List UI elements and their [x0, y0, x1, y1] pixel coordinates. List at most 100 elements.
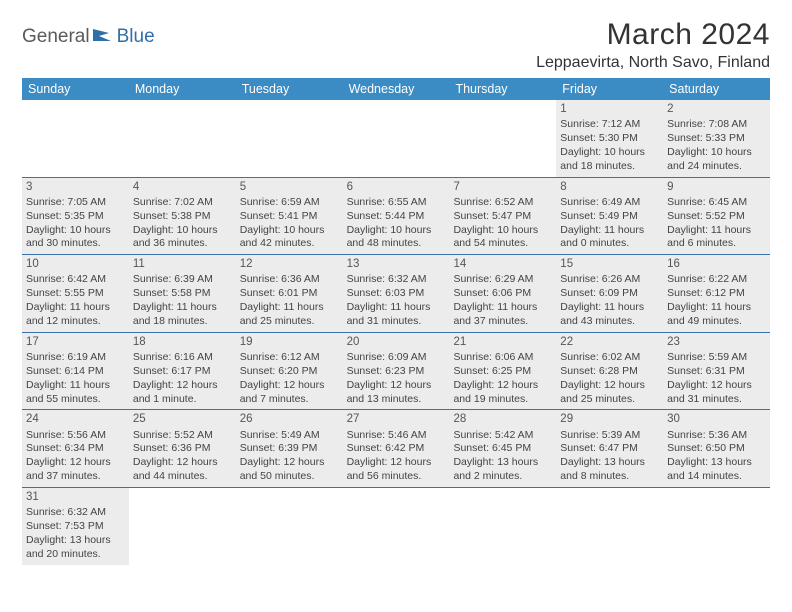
day-info-line: Daylight: 12 hours	[133, 379, 232, 393]
day-info-line: Daylight: 12 hours	[667, 379, 766, 393]
day-info-line: Sunrise: 5:42 AM	[453, 429, 552, 443]
day-cell: 22Sunrise: 6:02 AMSunset: 6:28 PMDayligh…	[556, 333, 663, 410]
day-info-line: Sunrise: 5:36 AM	[667, 429, 766, 443]
day-info-line: Sunrise: 6:02 AM	[560, 351, 659, 365]
day-info-line: and 13 minutes.	[347, 393, 446, 407]
day-info-line: Sunset: 6:47 PM	[560, 442, 659, 456]
day-info-line: Daylight: 12 hours	[347, 379, 446, 393]
day-cell: 3Sunrise: 7:05 AMSunset: 5:35 PMDaylight…	[22, 178, 129, 255]
week-row: 31Sunrise: 6:32 AMSunset: 7:53 PMDayligh…	[22, 488, 770, 565]
day-info-line: Daylight: 11 hours	[667, 301, 766, 315]
day-info-line: and 1 minute.	[133, 393, 232, 407]
day-info-line: Daylight: 10 hours	[240, 224, 339, 238]
day-info-line: and 37 minutes.	[453, 315, 552, 329]
day-info-line: Daylight: 11 hours	[26, 379, 125, 393]
day-info-line: and 25 minutes.	[240, 315, 339, 329]
day-number: 29	[560, 412, 659, 427]
day-info-line: Daylight: 12 hours	[560, 379, 659, 393]
month-title: March 2024	[536, 18, 770, 52]
day-info-line: and 8 minutes.	[560, 470, 659, 484]
day-info-line: Sunset: 6:45 PM	[453, 442, 552, 456]
location: Leppaevirta, North Savo, Finland	[536, 54, 770, 72]
day-cell-blank	[22, 100, 129, 177]
day-info-line: Sunset: 5:41 PM	[240, 210, 339, 224]
day-info-line: and 49 minutes.	[667, 315, 766, 329]
day-info-line: Daylight: 10 hours	[26, 224, 125, 238]
day-cell-blank	[236, 100, 343, 177]
day-info-line: Sunrise: 6:16 AM	[133, 351, 232, 365]
day-number: 12	[240, 257, 339, 272]
day-info-line: Sunrise: 6:59 AM	[240, 196, 339, 210]
weekday-cell: Saturday	[663, 78, 770, 100]
day-info-line: and 30 minutes.	[26, 237, 125, 251]
day-info-line: Daylight: 11 hours	[26, 301, 125, 315]
day-number: 9	[667, 180, 766, 195]
day-info-line: Daylight: 11 hours	[560, 224, 659, 238]
day-number: 7	[453, 180, 552, 195]
day-number: 22	[560, 335, 659, 350]
day-cell: 11Sunrise: 6:39 AMSunset: 5:58 PMDayligh…	[129, 255, 236, 332]
day-cell-blank	[449, 100, 556, 177]
day-cell-blank	[556, 488, 663, 565]
day-info-line: Sunset: 7:53 PM	[26, 520, 125, 534]
day-number: 16	[667, 257, 766, 272]
week-row: 10Sunrise: 6:42 AMSunset: 5:55 PMDayligh…	[22, 255, 770, 333]
day-info-line: and 7 minutes.	[240, 393, 339, 407]
day-info-line: Sunset: 6:01 PM	[240, 287, 339, 301]
day-cell: 10Sunrise: 6:42 AMSunset: 5:55 PMDayligh…	[22, 255, 129, 332]
day-cell: 16Sunrise: 6:22 AMSunset: 6:12 PMDayligh…	[663, 255, 770, 332]
day-info-line: Sunrise: 6:55 AM	[347, 196, 446, 210]
day-number: 8	[560, 180, 659, 195]
day-number: 26	[240, 412, 339, 427]
day-info-line: Sunrise: 7:08 AM	[667, 118, 766, 132]
day-info-line: Sunset: 6:50 PM	[667, 442, 766, 456]
week-row: 24Sunrise: 5:56 AMSunset: 6:34 PMDayligh…	[22, 410, 770, 488]
day-cell: 26Sunrise: 5:49 AMSunset: 6:39 PMDayligh…	[236, 410, 343, 487]
day-info-line: Sunrise: 7:02 AM	[133, 196, 232, 210]
day-cell-blank	[343, 488, 450, 565]
day-info-line: Sunset: 5:52 PM	[667, 210, 766, 224]
day-number: 27	[347, 412, 446, 427]
day-info-line: Sunset: 6:36 PM	[133, 442, 232, 456]
weekday-cell: Monday	[129, 78, 236, 100]
day-info-line: Sunrise: 6:42 AM	[26, 273, 125, 287]
day-info-line: Sunset: 6:12 PM	[667, 287, 766, 301]
day-info-line: and 20 minutes.	[26, 548, 125, 562]
day-info-line: Daylight: 12 hours	[240, 379, 339, 393]
day-cell: 31Sunrise: 6:32 AMSunset: 7:53 PMDayligh…	[22, 488, 129, 565]
day-number: 21	[453, 335, 552, 350]
day-cell: 14Sunrise: 6:29 AMSunset: 6:06 PMDayligh…	[449, 255, 556, 332]
day-cell: 27Sunrise: 5:46 AMSunset: 6:42 PMDayligh…	[343, 410, 450, 487]
day-info-line: Sunset: 5:49 PM	[560, 210, 659, 224]
day-number: 2	[667, 102, 766, 117]
day-number: 15	[560, 257, 659, 272]
day-number: 17	[26, 335, 125, 350]
day-info-line: and 12 minutes.	[26, 315, 125, 329]
day-info-line: Sunset: 5:58 PM	[133, 287, 232, 301]
day-cell: 15Sunrise: 6:26 AMSunset: 6:09 PMDayligh…	[556, 255, 663, 332]
day-info-line: Daylight: 11 hours	[667, 224, 766, 238]
day-cell-blank	[343, 100, 450, 177]
day-info-line: and 18 minutes.	[560, 160, 659, 174]
weekday-cell: Sunday	[22, 78, 129, 100]
day-info-line: Sunrise: 5:56 AM	[26, 429, 125, 443]
day-info-line: and 37 minutes.	[26, 470, 125, 484]
week-row: 1Sunrise: 7:12 AMSunset: 5:30 PMDaylight…	[22, 100, 770, 178]
day-info-line: Sunset: 6:28 PM	[560, 365, 659, 379]
day-info-line: Sunset: 6:34 PM	[26, 442, 125, 456]
day-number: 24	[26, 412, 125, 427]
day-info-line: Sunset: 6:25 PM	[453, 365, 552, 379]
day-cell: 23Sunrise: 5:59 AMSunset: 6:31 PMDayligh…	[663, 333, 770, 410]
day-cell: 12Sunrise: 6:36 AMSunset: 6:01 PMDayligh…	[236, 255, 343, 332]
day-number: 18	[133, 335, 232, 350]
day-cell: 9Sunrise: 6:45 AMSunset: 5:52 PMDaylight…	[663, 178, 770, 255]
day-info-line: Daylight: 13 hours	[26, 534, 125, 548]
header: General Blue March 2024 Leppaevirta, Nor…	[22, 18, 770, 72]
day-info-line: Sunrise: 6:09 AM	[347, 351, 446, 365]
day-info-line: and 24 minutes.	[667, 160, 766, 174]
day-cell-blank	[129, 488, 236, 565]
weekday-cell: Wednesday	[343, 78, 450, 100]
day-info-line: and 18 minutes.	[133, 315, 232, 329]
day-info-line: Sunrise: 6:32 AM	[347, 273, 446, 287]
day-cell-blank	[236, 488, 343, 565]
